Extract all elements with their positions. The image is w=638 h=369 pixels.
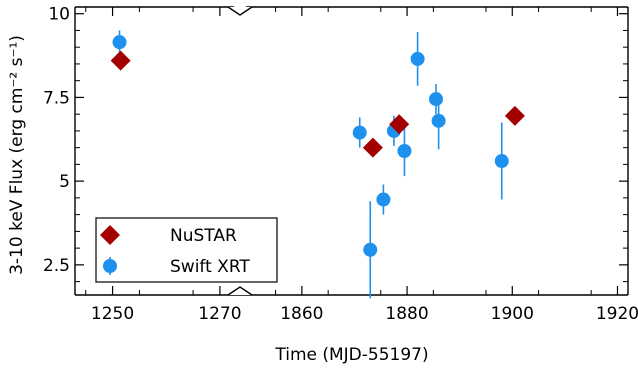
nustar-point xyxy=(389,114,410,135)
y-axis-label: 3-10 keV Flux (erg cm⁻² s⁻¹) xyxy=(7,35,27,275)
nustar-point xyxy=(362,137,383,158)
axis-break-marker xyxy=(227,6,253,296)
x-axis-label: Time (MJD-55197) xyxy=(274,345,428,365)
nustar-point xyxy=(504,105,525,126)
swift-point xyxy=(429,92,443,107)
swift-point xyxy=(352,125,367,140)
y-tick-label: 2.5 xyxy=(43,256,70,276)
legend-swift-marker xyxy=(103,259,117,273)
chart-frame xyxy=(74,6,629,296)
x-tick-label: 1920 xyxy=(596,304,638,324)
swift-point xyxy=(494,154,509,169)
break-mark-bottom xyxy=(227,286,253,296)
y-tick-label: 5 xyxy=(59,172,70,192)
swift-point xyxy=(397,144,412,158)
legend: NuSTAR Swift XRT xyxy=(95,217,278,283)
legend-label: Swift XRT xyxy=(170,257,250,277)
x-tick-label: 1880 xyxy=(385,304,428,324)
x-tick-label: 1250 xyxy=(91,304,134,324)
data-marks xyxy=(110,30,525,299)
y-tick-label: 7.5 xyxy=(43,88,70,108)
break-mark-top xyxy=(227,6,253,16)
swift-point xyxy=(376,192,391,207)
x-tick-label: 1900 xyxy=(491,304,534,324)
x-axis: 1250 1270 1860 1880 1900 1920 xyxy=(85,7,638,324)
swift-point xyxy=(112,35,127,50)
swift-point xyxy=(363,242,378,257)
legend-box xyxy=(95,217,278,283)
y-axis: 2.5 5 7.5 10 xyxy=(43,5,628,283)
y-tick-label: 10 xyxy=(48,5,70,25)
legend-label: NuSTAR xyxy=(170,226,237,246)
swift-point xyxy=(431,113,446,128)
legend-nustar-marker xyxy=(100,225,120,245)
nustar-point xyxy=(110,50,131,71)
x-tick-label: 1270 xyxy=(198,304,241,324)
x-tick-label: 1860 xyxy=(280,304,323,324)
swift-point xyxy=(410,51,425,66)
